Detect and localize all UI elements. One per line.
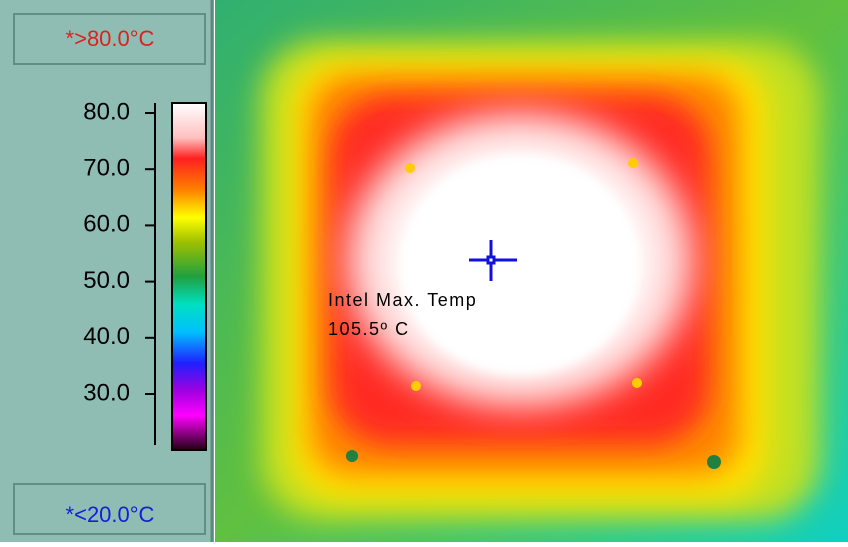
min-label: *<20.0°C xyxy=(66,502,155,527)
color-bar xyxy=(171,102,207,451)
scale-tick-label: 60.0 xyxy=(83,211,130,238)
scale-tick-label: 80.0 xyxy=(83,98,130,125)
max-box xyxy=(13,13,206,65)
annotation-value: 105.5º C xyxy=(328,319,410,339)
scale-tick-label: 50.0 xyxy=(83,267,130,294)
crosshair xyxy=(469,240,517,281)
scale-tick-label: 70.0 xyxy=(83,155,130,182)
scale-tick-label: 40.0 xyxy=(83,323,130,350)
annotation-title: Intel Max. Temp xyxy=(328,290,477,310)
thermal-image xyxy=(215,0,848,542)
scale-tick-label: 30.0 xyxy=(83,379,130,406)
max-label: *>80.0°C xyxy=(66,26,155,51)
min-box xyxy=(13,483,206,535)
